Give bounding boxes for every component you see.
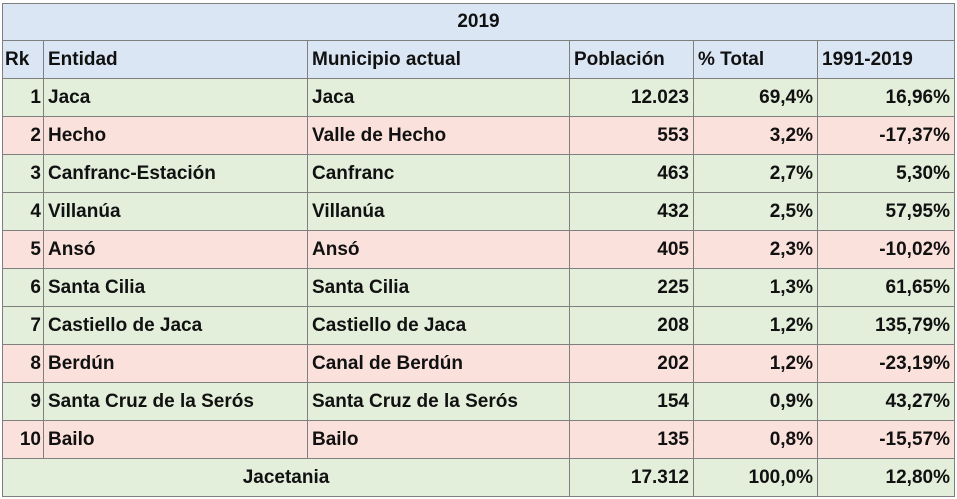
table-row: 5 Ansó Ansó 405 2,3% -10,02% <box>2 230 955 269</box>
header-poblacion: Población <box>569 40 694 79</box>
cell-pct-total: 1,3% <box>693 268 818 307</box>
cell-municipio: Canal de Berdún <box>307 344 570 383</box>
cell-rk: 2 <box>2 116 44 155</box>
header-entidad: Entidad <box>43 40 308 79</box>
cell-pct-total: 2,3% <box>693 230 818 269</box>
cell-pct-total: 1,2% <box>693 344 818 383</box>
table-row: 3 Canfranc-Estación Canfranc 463 2,7% 5,… <box>2 154 955 193</box>
cell-entidad: Villanúa <box>43 192 308 231</box>
cell-change: 43,27% <box>817 382 955 421</box>
total-pct-total: 100,0% <box>693 458 818 497</box>
cell-poblacion: 154 <box>569 382 694 421</box>
total-row: Jacetania 17.312 100,0% 12,80% <box>2 458 955 497</box>
cell-poblacion: 432 <box>569 192 694 231</box>
cell-rk: 1 <box>2 78 44 117</box>
cell-pct-total: 0,8% <box>693 420 818 459</box>
cell-poblacion: 553 <box>569 116 694 155</box>
table-row: 4 Villanúa Villanúa 432 2,5% 57,95% <box>2 192 955 231</box>
cell-change: 135,79% <box>817 306 955 345</box>
header-row: Rk Entidad Municipio actual Población % … <box>2 40 955 79</box>
cell-municipio: Castiello de Jaca <box>307 306 570 345</box>
cell-rk: 8 <box>2 344 44 383</box>
header-municipio: Municipio actual <box>307 40 570 79</box>
cell-change: -17,37% <box>817 116 955 155</box>
cell-entidad: Berdún <box>43 344 308 383</box>
cell-change: 16,96% <box>817 78 955 117</box>
header-pct-total: % Total <box>693 40 818 79</box>
cell-municipio: Villanúa <box>307 192 570 231</box>
cell-poblacion: 208 <box>569 306 694 345</box>
cell-change: -10,02% <box>817 230 955 269</box>
cell-pct-total: 1,2% <box>693 306 818 345</box>
cell-entidad: Ansó <box>43 230 308 269</box>
cell-pct-total: 69,4% <box>693 78 818 117</box>
cell-poblacion: 12.023 <box>569 78 694 117</box>
cell-entidad: Santa Cilia <box>43 268 308 307</box>
cell-entidad: Bailo <box>43 420 308 459</box>
cell-municipio: Santa Cruz de la Serós <box>307 382 570 421</box>
table-row: 2 Hecho Valle de Hecho 553 3,2% -17,37% <box>2 116 955 155</box>
table-row: 10 Bailo Bailo 135 0,8% -15,57% <box>2 420 955 459</box>
table-row: 6 Santa Cilia Santa Cilia 225 1,3% 61,65… <box>2 268 955 307</box>
cell-poblacion: 135 <box>569 420 694 459</box>
cell-pct-total: 2,5% <box>693 192 818 231</box>
cell-poblacion: 202 <box>569 344 694 383</box>
cell-rk: 4 <box>2 192 44 231</box>
cell-rk: 9 <box>2 382 44 421</box>
cell-change: 5,30% <box>817 154 955 193</box>
cell-entidad: Canfranc-Estación <box>43 154 308 193</box>
header-change: 1991-2019 <box>817 40 955 79</box>
total-label: Jacetania <box>2 458 570 497</box>
table-row: 1 Jaca Jaca 12.023 69,4% 16,96% <box>2 78 955 117</box>
header-rk: Rk <box>2 40 44 79</box>
table-row: 8 Berdún Canal de Berdún 202 1,2% -23,19… <box>2 344 955 383</box>
cell-entidad: Hecho <box>43 116 308 155</box>
cell-rk: 7 <box>2 306 44 345</box>
population-table: 2019 Rk Entidad Municipio actual Poblaci… <box>2 3 955 497</box>
cell-pct-total: 0,9% <box>693 382 818 421</box>
cell-municipio: Bailo <box>307 420 570 459</box>
cell-pct-total: 2,7% <box>693 154 818 193</box>
cell-municipio: Ansó <box>307 230 570 269</box>
table-row: 7 Castiello de Jaca Castiello de Jaca 20… <box>2 306 955 345</box>
table-title: 2019 <box>2 3 955 41</box>
cell-pct-total: 3,2% <box>693 116 818 155</box>
cell-municipio: Santa Cilia <box>307 268 570 307</box>
cell-change: -15,57% <box>817 420 955 459</box>
cell-change: -23,19% <box>817 344 955 383</box>
cell-rk: 3 <box>2 154 44 193</box>
cell-rk: 10 <box>2 420 44 459</box>
cell-poblacion: 463 <box>569 154 694 193</box>
cell-rk: 5 <box>2 230 44 269</box>
cell-poblacion: 225 <box>569 268 694 307</box>
cell-change: 61,65% <box>817 268 955 307</box>
cell-municipio: Canfranc <box>307 154 570 193</box>
total-poblacion: 17.312 <box>569 458 694 497</box>
cell-entidad: Santa Cruz de la Serós <box>43 382 308 421</box>
total-change: 12,80% <box>817 458 955 497</box>
cell-entidad: Jaca <box>43 78 308 117</box>
cell-poblacion: 405 <box>569 230 694 269</box>
table-title-row: 2019 <box>2 3 955 41</box>
cell-municipio: Jaca <box>307 78 570 117</box>
cell-entidad: Castiello de Jaca <box>43 306 308 345</box>
cell-change: 57,95% <box>817 192 955 231</box>
cell-rk: 6 <box>2 268 44 307</box>
cell-municipio: Valle de Hecho <box>307 116 570 155</box>
table-row: 9 Santa Cruz de la Serós Santa Cruz de l… <box>2 382 955 421</box>
